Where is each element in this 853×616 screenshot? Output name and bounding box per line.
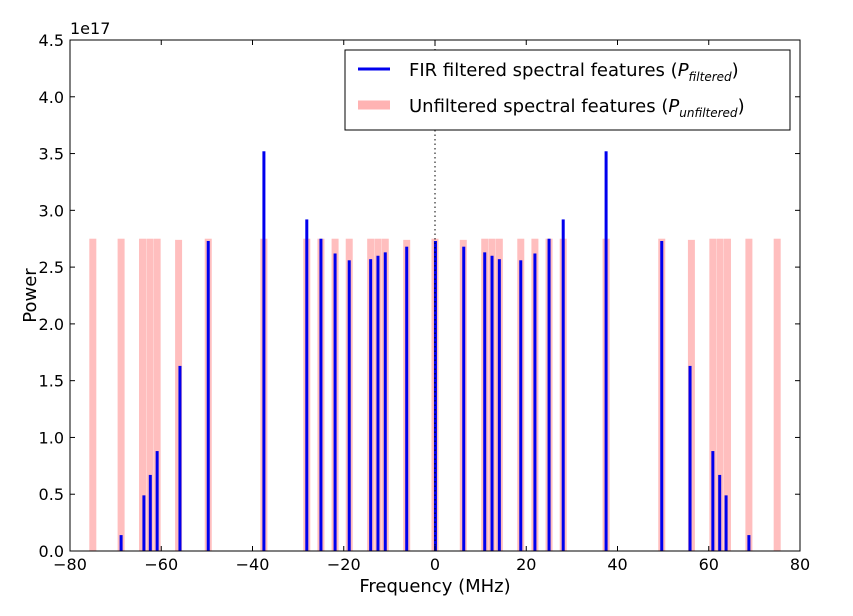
unfiltered-bar-3 <box>146 238 154 551</box>
legend-label-unfiltered: Unfiltered spectral features (Punfiltere… <box>409 96 745 120</box>
filtered-bar-10 <box>347 260 351 551</box>
unfiltered-bar-30 <box>723 238 731 551</box>
filtered-bar-21 <box>533 253 537 552</box>
filtered-bars-group <box>119 151 751 552</box>
y-tick-label-7: 3.5 <box>39 145 64 164</box>
legend-label-filtered-close: ) <box>732 60 739 81</box>
filtered-bar-18 <box>490 255 494 551</box>
filtered-bar-23 <box>561 219 565 551</box>
filtered-bar-4 <box>178 365 182 551</box>
unfiltered-bar-29 <box>716 238 724 551</box>
filtered-bar-30 <box>747 535 751 551</box>
filtered-bar-3 <box>155 451 159 551</box>
legend-label-filtered-subscript: filtered <box>689 70 732 84</box>
unfiltered-bar-31 <box>745 238 753 551</box>
filtered-bar-25 <box>660 240 664 551</box>
y-tick-label-4: 2.0 <box>39 315 64 334</box>
y-tick-label-1: 0.5 <box>39 485 64 504</box>
filtered-bar-20 <box>519 260 523 551</box>
unfiltered-bar-32 <box>773 238 781 551</box>
y-tick-label-9: 4.5 <box>39 31 64 50</box>
unfiltered-bar-1 <box>117 238 125 551</box>
x-tick-label-4: 0 <box>430 555 440 574</box>
filtered-bar-9 <box>333 253 337 552</box>
x-axis-label: Frequency (MHz) <box>359 576 510 597</box>
y-tick-label-8: 4.0 <box>39 88 64 107</box>
unfiltered-bar-4 <box>153 238 161 551</box>
y-axis-multiplier-label: 1e17 <box>70 19 110 38</box>
x-tick-label-1: −60 <box>144 555 178 574</box>
y-tick-label-5: 2.5 <box>39 258 64 277</box>
filtered-bar-27 <box>711 451 715 551</box>
legend-label-unfiltered-symbol: P <box>668 96 679 117</box>
y-tick-label-2: 1.0 <box>39 428 64 447</box>
legend: FIR filtered spectral features (Pfiltere… <box>344 49 791 131</box>
filtered-bar-29 <box>724 495 728 551</box>
filtered-bar-24 <box>604 151 608 552</box>
x-tick-label-5: 20 <box>516 555 536 574</box>
x-tick-label-3: −20 <box>327 555 361 574</box>
filtered-bar-11 <box>369 259 373 551</box>
filtered-bar-12 <box>376 255 380 551</box>
filtered-bar-17 <box>483 252 487 552</box>
x-tick-label-6: 40 <box>607 555 627 574</box>
filtered-bar-0 <box>119 535 123 551</box>
legend-box <box>344 49 791 131</box>
x-tick-label-0: −80 <box>53 555 87 574</box>
filtered-bar-1 <box>142 495 146 551</box>
legend-label-filtered-text: FIR filtered spectral features ( <box>409 60 678 81</box>
y-tick-label-6: 3.0 <box>39 201 64 220</box>
x-tick-label-2: −40 <box>236 555 270 574</box>
filtered-bar-2 <box>148 474 152 551</box>
filtered-bar-14 <box>405 246 409 551</box>
legend-label-unfiltered-close: ) <box>738 96 745 117</box>
unfiltered-bar-0 <box>89 238 97 551</box>
filtered-bar-22 <box>547 238 551 551</box>
filtered-bar-28 <box>718 474 722 551</box>
filtered-bar-6 <box>262 151 266 552</box>
axis-ticks-group: −80 −60 −40 −20 0 20 40 60 80 0.0 0.5 1.0 1.5 2.0 2.5 3… <box>39 31 811 574</box>
filtered-bar-7 <box>305 219 309 551</box>
x-tick-label-7: 60 <box>699 555 719 574</box>
y-axis-label: Power <box>20 268 41 323</box>
filtered-bar-5 <box>206 240 210 551</box>
filtered-bar-16 <box>462 246 466 551</box>
y-tick-label-3: 1.5 <box>39 372 64 391</box>
legend-label-filtered: FIR filtered spectral features (Pfiltere… <box>409 60 739 84</box>
unfiltered-bar-2 <box>139 238 147 551</box>
legend-label-unfiltered-text: Unfiltered spectral features ( <box>409 96 668 117</box>
filtered-bar-13 <box>383 252 387 552</box>
x-tick-label-8: 80 <box>790 555 810 574</box>
y-tick-label-0: 0.0 <box>39 542 64 561</box>
unfiltered-bar-28 <box>709 238 717 551</box>
filtered-bar-19 <box>497 259 501 551</box>
filtered-bar-26 <box>688 365 692 551</box>
legend-label-filtered-symbol: P <box>678 60 689 81</box>
legend-label-unfiltered-subscript: unfiltered <box>679 106 738 120</box>
filtered-bar-8 <box>319 238 323 551</box>
